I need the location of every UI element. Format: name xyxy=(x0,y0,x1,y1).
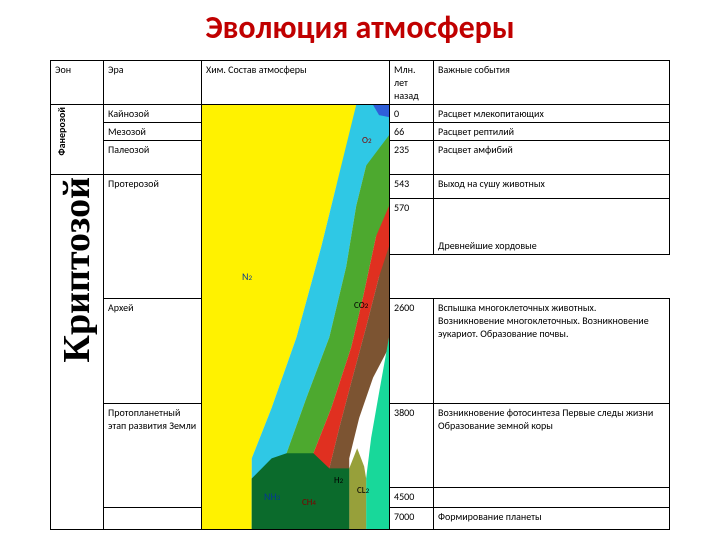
col-eon: Эон xyxy=(51,61,104,105)
mya-cell: 0 xyxy=(390,105,434,123)
event-cell: Древнейшие хордовые xyxy=(434,199,670,255)
mya-cell: 570 xyxy=(390,199,434,255)
col-events: Важные события xyxy=(434,61,670,105)
label-h2: H2 xyxy=(334,475,343,486)
eon-phanerozoic: Фанерозой xyxy=(51,105,104,175)
event-cell: Возникновение фотосинтеза Первые следы ж… xyxy=(434,404,670,488)
mya-cell: 66 xyxy=(390,123,434,141)
label-nh3: NH3 xyxy=(264,490,280,503)
mya-cell: 3800 xyxy=(390,404,434,488)
era-cell: Палеозой xyxy=(104,141,202,175)
mya-cell: 7000 xyxy=(390,508,434,530)
event-cell: Формирование планеты xyxy=(434,508,670,530)
label-cl2: CL2 xyxy=(357,485,369,496)
col-chem: Хим. Состав атмосферы xyxy=(202,61,390,105)
eon-cryptozoic: Криптозой xyxy=(51,175,104,530)
era-cell: Кайнозой xyxy=(104,105,202,123)
era-cell: Мезозой xyxy=(104,123,202,141)
era-cell xyxy=(104,508,202,530)
col-era: Эра xyxy=(104,61,202,105)
mya-cell: 2600 xyxy=(390,299,434,404)
era-cell: Протопланетный этап развития Земли xyxy=(104,404,202,508)
label-ch4: CH4 xyxy=(302,497,316,508)
col-mya: Млн. лет назад xyxy=(390,61,434,105)
event-cell: Выход на сушу животных xyxy=(434,175,670,199)
strata-svg xyxy=(202,105,389,529)
evolution-table: Эон Эра Хим. Состав атмосферы Млн. лет н… xyxy=(50,60,670,530)
mya-cell: 543 xyxy=(390,175,434,199)
event-cell: Расцвет амфибий xyxy=(434,141,670,175)
event-cell: Расцвет млекопитающих xyxy=(434,105,670,123)
label-n2: N2 xyxy=(242,270,252,283)
event-cell: Вспышка многоклеточных животных. Возникн… xyxy=(434,299,670,404)
event-cell: Расцвет рептилий xyxy=(434,123,670,141)
event-cell xyxy=(434,488,670,508)
era-cell: Протерозой xyxy=(104,175,202,299)
era-cell: Архей xyxy=(104,299,202,404)
chemistry-chart: N2 O2 CO2 NH3 CH4 H2 CL2 xyxy=(202,105,390,530)
label-co2: CO2 xyxy=(354,300,368,311)
label-o2: O2 xyxy=(362,135,372,146)
mya-cell: 4500 xyxy=(390,488,434,508)
mya-cell: 235 xyxy=(390,141,434,175)
diagram-wrap: Эон Эра Хим. Состав атмосферы Млн. лет н… xyxy=(50,60,670,530)
page-title: Эволюция атмосферы xyxy=(0,0,720,51)
